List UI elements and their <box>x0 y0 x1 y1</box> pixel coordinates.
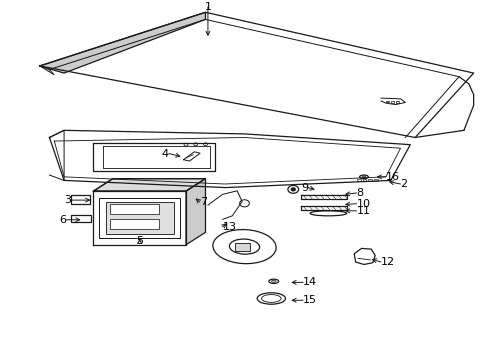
FancyBboxPatch shape <box>373 179 377 181</box>
Text: 15: 15 <box>303 295 316 305</box>
Text: 9: 9 <box>300 183 307 193</box>
Circle shape <box>291 188 295 191</box>
FancyBboxPatch shape <box>234 243 250 251</box>
Text: 12: 12 <box>380 257 394 267</box>
Text: 7: 7 <box>199 197 206 207</box>
Polygon shape <box>105 202 173 234</box>
FancyBboxPatch shape <box>71 195 90 204</box>
FancyBboxPatch shape <box>390 101 393 103</box>
FancyBboxPatch shape <box>71 215 91 222</box>
Text: 16: 16 <box>385 172 399 182</box>
Polygon shape <box>185 179 205 245</box>
FancyBboxPatch shape <box>367 179 371 181</box>
Text: 8: 8 <box>356 188 363 198</box>
Polygon shape <box>40 66 54 75</box>
Text: 1: 1 <box>204 2 211 12</box>
FancyBboxPatch shape <box>356 179 360 181</box>
Text: 2: 2 <box>400 179 407 189</box>
FancyBboxPatch shape <box>362 179 366 181</box>
Polygon shape <box>40 12 205 73</box>
Text: 11: 11 <box>356 206 370 216</box>
Polygon shape <box>93 179 205 191</box>
FancyBboxPatch shape <box>395 102 398 103</box>
Text: 13: 13 <box>222 222 236 232</box>
FancyBboxPatch shape <box>110 204 159 215</box>
Text: 10: 10 <box>356 199 370 209</box>
Ellipse shape <box>361 176 365 178</box>
Text: 5: 5 <box>136 236 143 246</box>
Text: 3: 3 <box>64 195 71 205</box>
FancyBboxPatch shape <box>110 219 159 229</box>
Text: 14: 14 <box>303 278 317 287</box>
Text: 6: 6 <box>60 215 66 225</box>
Ellipse shape <box>271 280 275 282</box>
FancyBboxPatch shape <box>385 101 388 103</box>
Text: 4: 4 <box>162 149 168 159</box>
